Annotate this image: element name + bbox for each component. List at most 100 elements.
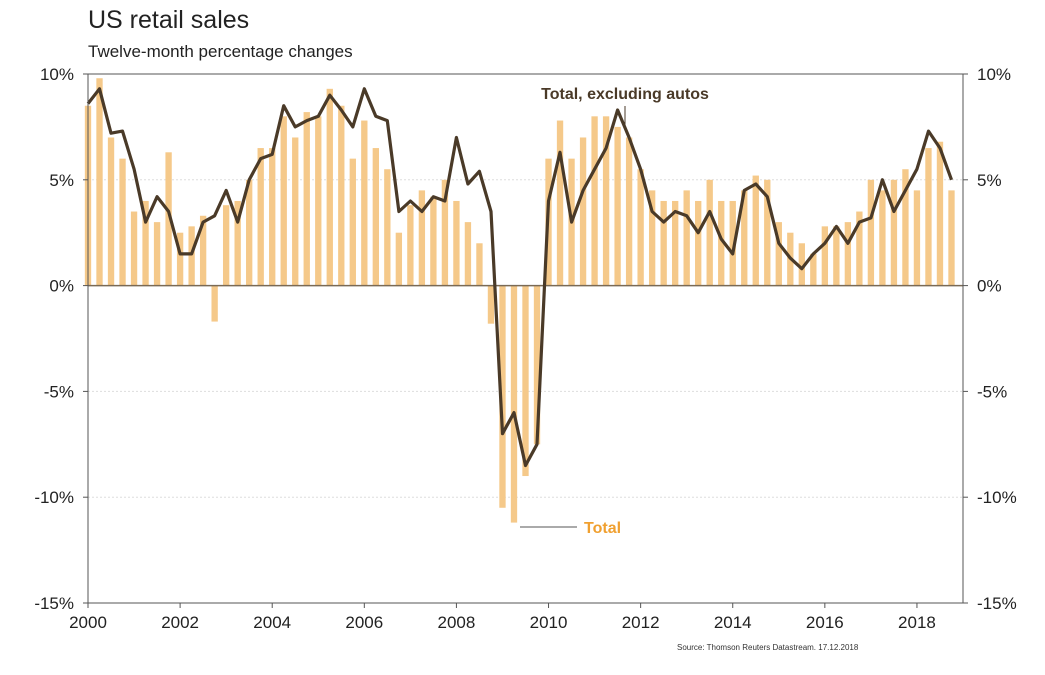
total-bar bbox=[867, 179, 875, 286]
total-bar bbox=[453, 200, 460, 286]
total-bar bbox=[222, 205, 230, 286]
total-bar bbox=[142, 200, 149, 286]
total-bar bbox=[441, 179, 449, 286]
total-bar bbox=[96, 78, 103, 286]
x-tick-label: 2014 bbox=[714, 613, 752, 632]
total-bars bbox=[84, 78, 955, 523]
total-bar bbox=[107, 137, 115, 286]
y-tick-label-left: 0% bbox=[49, 277, 74, 296]
total-bar bbox=[844, 222, 852, 286]
total-bar bbox=[246, 179, 253, 286]
x-tick-label: 2004 bbox=[253, 613, 291, 632]
total-bar bbox=[338, 105, 345, 286]
total-bar bbox=[764, 179, 771, 286]
total-bar bbox=[879, 190, 886, 286]
total-bar bbox=[913, 190, 921, 286]
total-bar bbox=[672, 200, 679, 286]
x-tick-label: 2000 bbox=[69, 613, 107, 632]
y-tick-label-right: -10% bbox=[977, 488, 1017, 507]
y-tick-label-right: -15% bbox=[977, 594, 1017, 613]
total-bar bbox=[695, 200, 702, 286]
total-bar bbox=[556, 120, 564, 286]
total-bar bbox=[292, 137, 299, 286]
ex-autos-series-line bbox=[86, 87, 954, 468]
total-bar bbox=[936, 141, 944, 286]
total-bar bbox=[326, 88, 333, 286]
annotation-total: Total bbox=[584, 520, 621, 537]
chart-subtitle: Twelve-month percentage changes bbox=[88, 42, 353, 61]
total-bar bbox=[280, 116, 287, 286]
total-bar bbox=[821, 226, 829, 286]
total-bar bbox=[798, 243, 805, 286]
total-bar bbox=[637, 169, 644, 286]
y-tick-label-right: 5% bbox=[977, 171, 1002, 190]
annotations: Total, excluding autos Total bbox=[520, 86, 709, 537]
total-bar bbox=[706, 179, 713, 286]
total-bar bbox=[395, 232, 403, 286]
y-tick-label-left: 10% bbox=[40, 65, 74, 84]
total-bar bbox=[176, 232, 184, 286]
total-bar bbox=[257, 148, 264, 286]
y-tick-label-right: 10% bbox=[977, 65, 1011, 84]
total-bar bbox=[625, 137, 633, 286]
total-bar bbox=[810, 253, 817, 286]
ex-autos-line bbox=[86, 87, 954, 468]
total-bar bbox=[902, 169, 909, 286]
x-tick-label: 2006 bbox=[345, 613, 383, 632]
total-bar bbox=[153, 222, 161, 286]
total-bar bbox=[188, 226, 195, 286]
axis-ticks: 10% 10%5% 5%0% 0%-5% -5%-10% -10%-15% -15%2000… bbox=[34, 65, 1016, 632]
x-tick-label: 2002 bbox=[161, 613, 199, 632]
total-bar bbox=[683, 190, 690, 286]
total-bar bbox=[660, 200, 667, 286]
total-bar bbox=[729, 200, 736, 286]
y-tick-label-left: -5% bbox=[44, 382, 74, 401]
total-bar bbox=[407, 205, 414, 286]
plot-frame bbox=[87, 73, 964, 604]
y-tick-label-left: -10% bbox=[34, 488, 74, 507]
total-bar bbox=[372, 148, 379, 286]
total-bar bbox=[361, 120, 368, 286]
total-bar bbox=[303, 112, 310, 286]
total-bar bbox=[614, 126, 621, 286]
total-bar bbox=[499, 285, 506, 508]
source-note: Source: Thomson Reuters Datastream. 17.1… bbox=[677, 643, 859, 652]
y-tick-label-right: 0% bbox=[977, 277, 1002, 296]
total-bar bbox=[211, 285, 218, 322]
total-bar bbox=[602, 116, 610, 286]
total-bar bbox=[130, 211, 138, 286]
total-bar bbox=[349, 158, 356, 286]
total-bar bbox=[591, 116, 598, 286]
total-bar bbox=[741, 190, 748, 286]
total-bar bbox=[856, 211, 863, 286]
total-bar bbox=[718, 200, 725, 286]
x-tick-label: 2012 bbox=[622, 613, 660, 632]
total-bar bbox=[648, 190, 656, 286]
total-bar bbox=[234, 200, 241, 286]
total-bar bbox=[430, 196, 437, 286]
total-bar bbox=[833, 226, 840, 286]
total-bar bbox=[165, 152, 172, 286]
x-tick-label: 2010 bbox=[530, 613, 568, 632]
total-bar bbox=[464, 222, 472, 286]
total-bar bbox=[752, 175, 759, 286]
total-bar bbox=[775, 222, 782, 286]
y-tick-label-right: -5% bbox=[977, 382, 1007, 401]
total-bar bbox=[510, 285, 518, 523]
total-bar bbox=[522, 285, 529, 477]
annotation-ex-autos: Total, excluding autos bbox=[541, 86, 709, 103]
total-bar bbox=[579, 137, 587, 286]
total-bar bbox=[384, 169, 391, 286]
plot-border bbox=[87, 73, 964, 604]
x-tick-label: 2008 bbox=[438, 613, 476, 632]
total-bar bbox=[476, 243, 483, 286]
y-tick-label-left: 5% bbox=[49, 171, 74, 190]
total-bar bbox=[890, 179, 898, 286]
y-tick-label-left: -15% bbox=[34, 594, 74, 613]
total-bar bbox=[269, 148, 276, 286]
total-bar bbox=[533, 285, 541, 445]
total-bar bbox=[119, 158, 126, 286]
total-bar bbox=[418, 190, 426, 286]
total-bar bbox=[487, 285, 495, 324]
